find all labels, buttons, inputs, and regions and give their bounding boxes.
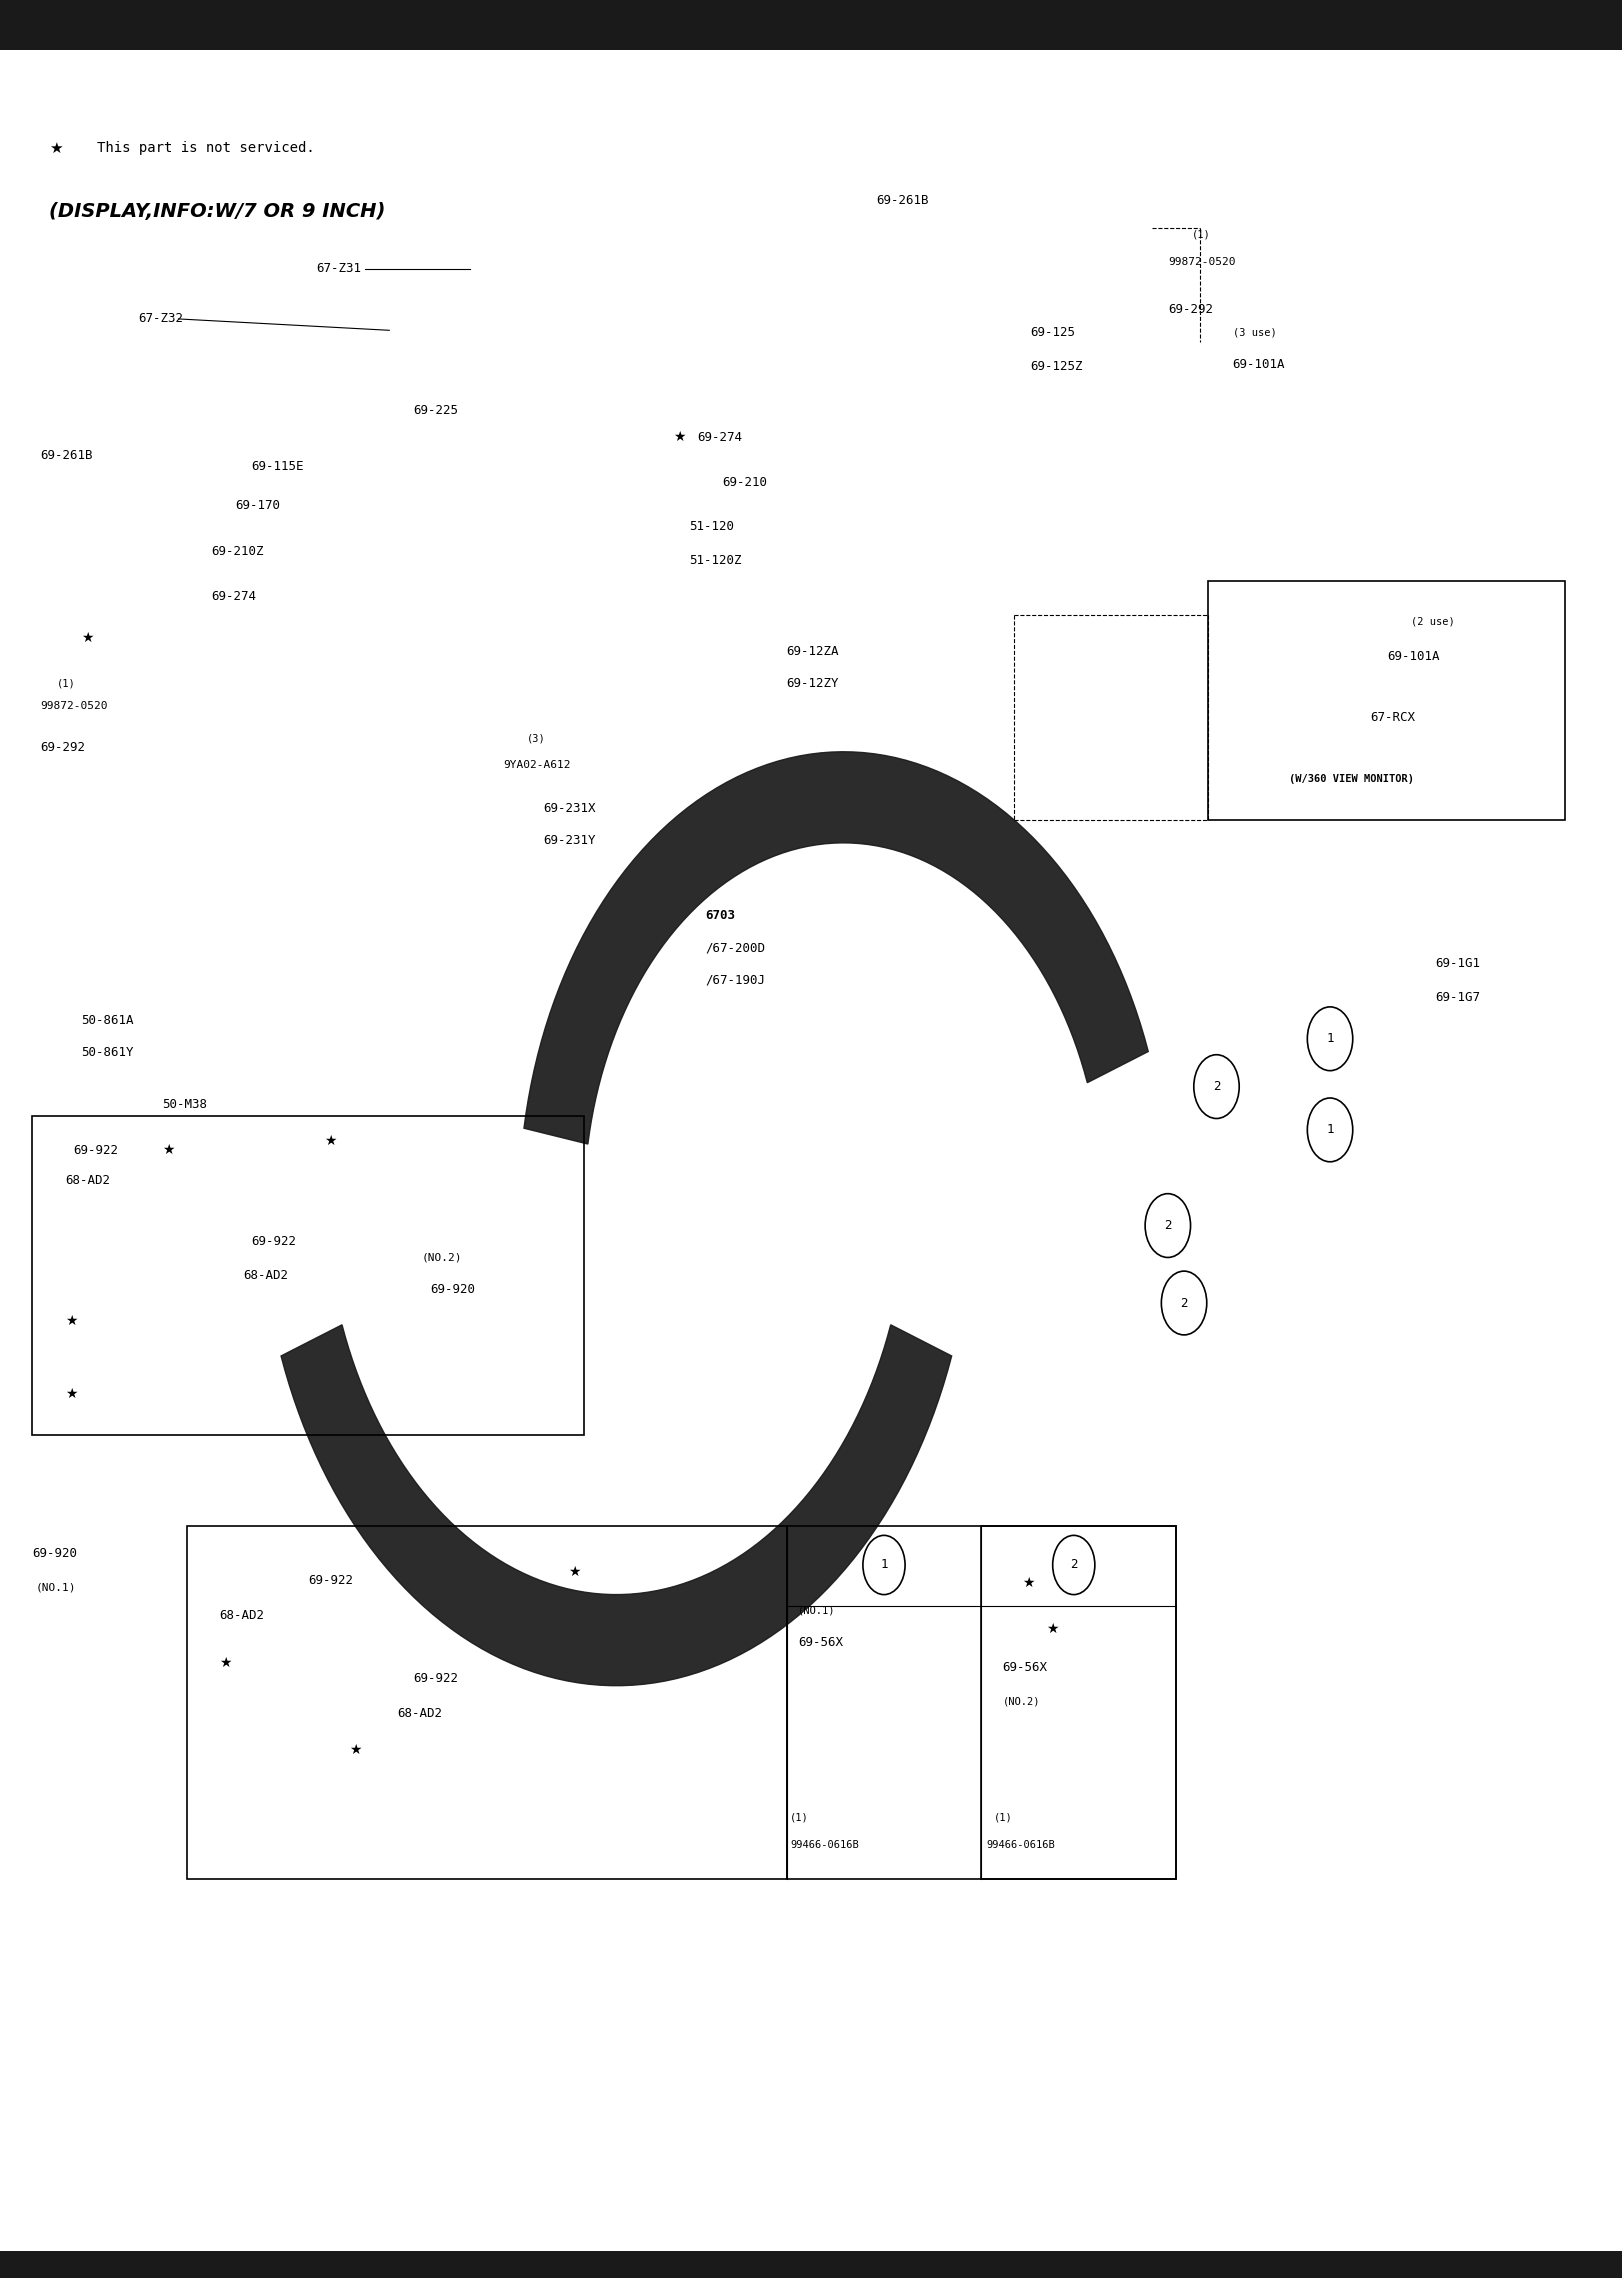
Bar	[787, 1526, 1176, 1879]
Text: 69-922: 69-922	[73, 1144, 118, 1157]
Text: 69-56X: 69-56X	[1002, 1661, 1048, 1674]
Text: 2: 2	[1213, 1080, 1220, 1093]
Text: 1: 1	[1327, 1032, 1333, 1046]
Text: SUN VISORS, ASSIST HANDLE & MIRRORS: SUN VISORS, ASSIST HANDLE & MIRRORS	[519, 71, 1103, 93]
Text: 51-120: 51-120	[689, 519, 735, 533]
Text: 69-12ZY: 69-12ZY	[787, 677, 839, 690]
Text: 69-261B: 69-261B	[876, 194, 928, 207]
Text: (1): (1)	[994, 1813, 1014, 1822]
Text: 2: 2	[1165, 1219, 1171, 1232]
Text: 50-M38: 50-M38	[162, 1098, 208, 1112]
Text: 69-125: 69-125	[1030, 326, 1075, 339]
Text: 68-AD2: 68-AD2	[65, 1173, 110, 1187]
Text: ★: ★	[568, 1565, 581, 1579]
Text: This part is not serviced.: This part is not serviced.	[97, 141, 315, 155]
Text: ★: ★	[49, 141, 62, 155]
Text: (NO.2): (NO.2)	[422, 1253, 462, 1262]
Text: 9YA02-A612: 9YA02-A612	[503, 761, 571, 770]
Text: 69-231X: 69-231X	[543, 802, 595, 816]
Text: 67-Z32: 67-Z32	[138, 312, 183, 326]
Text: 6703: 6703	[706, 909, 735, 923]
Text: 69-292: 69-292	[1168, 303, 1213, 317]
Text: ★: ★	[349, 1743, 362, 1756]
Text: 69-292: 69-292	[41, 740, 86, 754]
Text: 69-922: 69-922	[308, 1574, 354, 1588]
Text: 69-274: 69-274	[211, 590, 256, 604]
Text: 99872-0520: 99872-0520	[41, 702, 109, 711]
Text: 69-101A: 69-101A	[1387, 649, 1439, 663]
Text: 69-1G1: 69-1G1	[1435, 957, 1481, 970]
Text: 1: 1	[881, 1558, 887, 1572]
Text: 51-120Z: 51-120Z	[689, 554, 741, 567]
Text: 68-AD2: 68-AD2	[219, 1608, 264, 1622]
Text: (NO.1): (NO.1)	[798, 1606, 835, 1615]
Text: ★: ★	[81, 631, 94, 645]
Bar	[0, 0, 1622, 50]
Text: 50-861Y: 50-861Y	[81, 1046, 133, 1059]
Bar	[0, 2251, 1622, 2278]
Text: ★: ★	[219, 1656, 232, 1670]
Text: 1: 1	[1327, 1123, 1333, 1137]
Text: 69-125Z: 69-125Z	[1030, 360, 1082, 374]
Text: 50-861A: 50-861A	[81, 1014, 133, 1027]
Text: 69-920: 69-920	[32, 1547, 78, 1560]
Text: 69-12ZA: 69-12ZA	[787, 645, 839, 658]
Bar	[187, 1526, 787, 1879]
Text: ★: ★	[65, 1314, 78, 1328]
Text: 69-274: 69-274	[697, 431, 743, 444]
Text: ★: ★	[673, 431, 686, 444]
Text: 69-922: 69-922	[414, 1672, 459, 1686]
Text: 99466-0616B: 99466-0616B	[986, 1841, 1054, 1850]
Text: (3 use): (3 use)	[1233, 328, 1277, 337]
Text: 69-56X: 69-56X	[798, 1636, 843, 1649]
Text: 69-1G7: 69-1G7	[1435, 991, 1481, 1005]
Text: (W/360 VIEW MONITOR): (W/360 VIEW MONITOR)	[1289, 775, 1414, 784]
Text: 69-225: 69-225	[414, 403, 459, 417]
Bar	[1208, 581, 1565, 820]
Text: 69-170: 69-170	[235, 499, 281, 513]
Text: 69-920: 69-920	[430, 1283, 475, 1296]
Polygon shape	[524, 752, 1148, 1144]
Text: 69-115E: 69-115E	[251, 460, 303, 474]
Text: 69-210: 69-210	[722, 476, 767, 490]
Bar	[981, 1526, 1176, 1879]
Text: for your 2009 Mazda Tribute: for your 2009 Mazda Tribute	[684, 114, 938, 132]
Text: (3): (3)	[527, 734, 547, 743]
Text: (1): (1)	[57, 679, 76, 688]
Text: (1): (1)	[790, 1813, 809, 1822]
Bar	[32, 1116, 584, 1435]
Text: 69-231Y: 69-231Y	[543, 834, 595, 847]
Text: 68-AD2: 68-AD2	[397, 1706, 443, 1720]
Text: (NO.2): (NO.2)	[1002, 1697, 1040, 1706]
Text: 69-261B: 69-261B	[41, 449, 92, 462]
Text: 69-922: 69-922	[251, 1235, 297, 1248]
Text: ★: ★	[162, 1144, 175, 1157]
Text: 2: 2	[1181, 1296, 1187, 1310]
Text: 2: 2	[1071, 1558, 1077, 1572]
Text: ★: ★	[1046, 1622, 1059, 1636]
Text: 69-101A: 69-101A	[1233, 358, 1285, 371]
Text: (2 use): (2 use)	[1411, 617, 1455, 626]
Text: /67-200D: /67-200D	[706, 941, 766, 954]
Text: (DISPLAY,INFO:W/7 OR 9 INCH): (DISPLAY,INFO:W/7 OR 9 INCH)	[49, 203, 384, 221]
Text: ★: ★	[1022, 1576, 1035, 1590]
Text: 67-Z31: 67-Z31	[316, 262, 362, 276]
Polygon shape	[281, 1326, 952, 1686]
Text: 69-210Z: 69-210Z	[211, 544, 263, 558]
Text: 99872-0520: 99872-0520	[1168, 257, 1236, 267]
Text: 99466-0616B: 99466-0616B	[790, 1841, 858, 1850]
Text: ★: ★	[65, 1387, 78, 1401]
Text: /67-190J: /67-190J	[706, 973, 766, 986]
Text: 67-RCX: 67-RCX	[1371, 711, 1416, 724]
Text: (1): (1)	[1192, 230, 1212, 239]
Text: 68-AD2: 68-AD2	[243, 1269, 289, 1283]
Text: ★: ★	[324, 1134, 337, 1148]
Text: (NO.1): (NO.1)	[36, 1583, 76, 1592]
